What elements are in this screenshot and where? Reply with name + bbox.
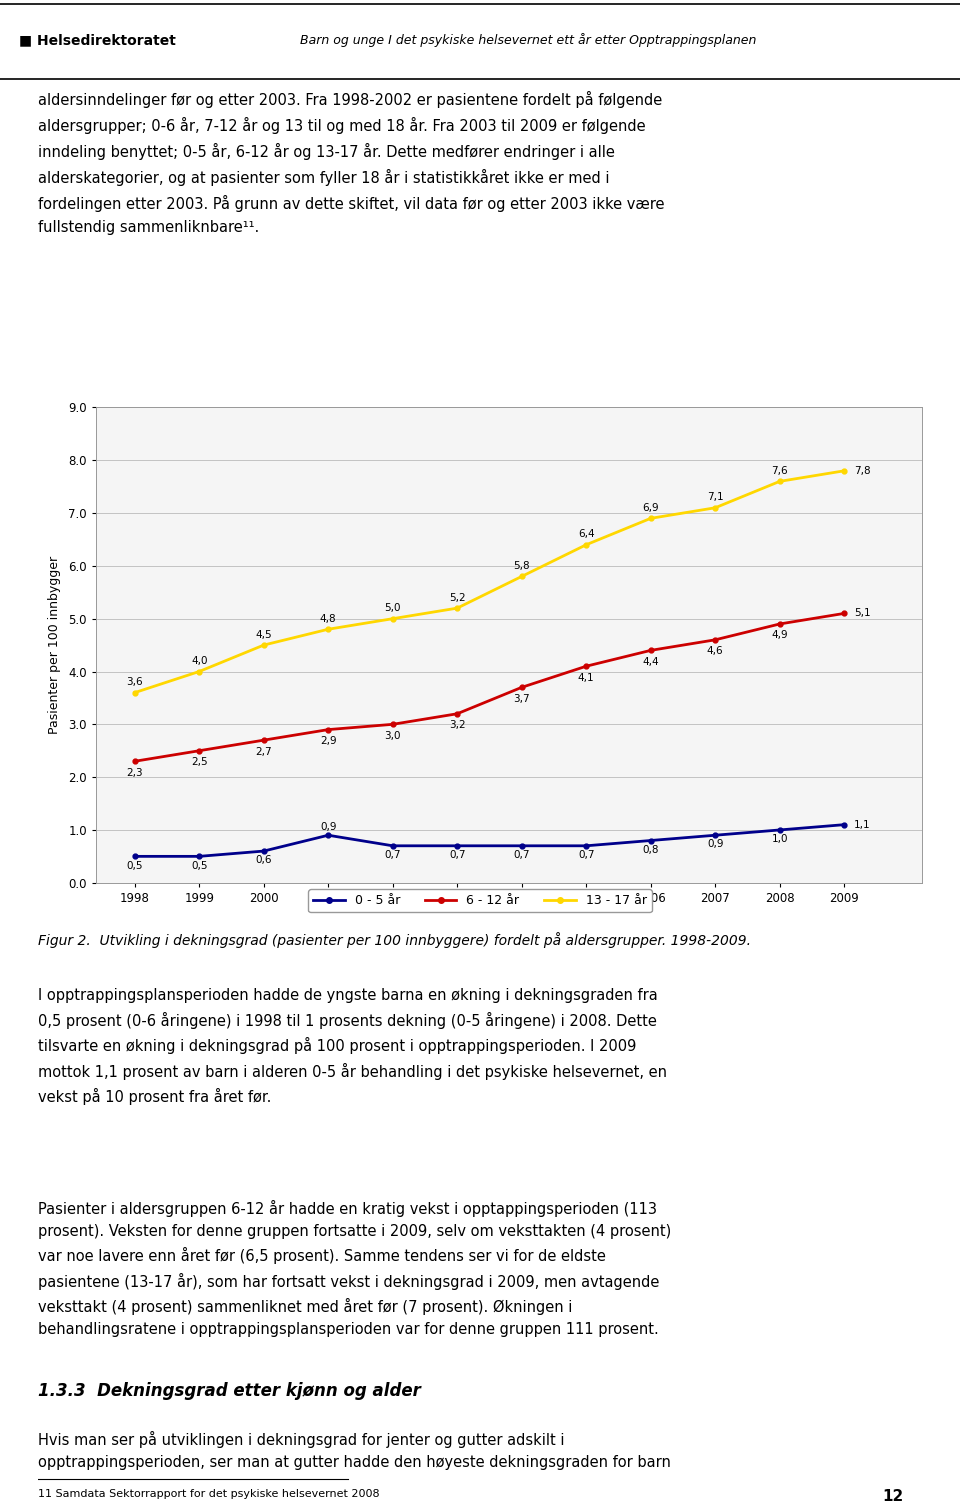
Text: 7,8: 7,8 xyxy=(853,466,871,475)
Text: 2,5: 2,5 xyxy=(191,758,207,767)
Legend: 0 - 5 år, 6 - 12 år, 13 - 17 år: 0 - 5 år, 6 - 12 år, 13 - 17 år xyxy=(308,889,652,913)
Text: 2,3: 2,3 xyxy=(127,768,143,777)
Text: Figur 2.  Utvikling i dekningsgrad (pasienter per 100 innbyggere) fordelt på ald: Figur 2. Utvikling i dekningsgrad (pasie… xyxy=(38,933,752,948)
Text: 7,6: 7,6 xyxy=(772,466,788,477)
Text: 5,1: 5,1 xyxy=(853,608,871,619)
Text: 4,5: 4,5 xyxy=(255,629,272,640)
Text: 4,0: 4,0 xyxy=(191,656,207,667)
Text: I opptrappingsplansperioden hadde de yngste barna en økning i dekningsgraden fra: I opptrappingsplansperioden hadde de yng… xyxy=(38,988,667,1105)
Text: 0,5: 0,5 xyxy=(127,860,143,871)
Text: 1.3.3  Dekningsgrad etter kjønn og alder: 1.3.3 Dekningsgrad etter kjønn og alder xyxy=(38,1382,421,1400)
Text: 3,7: 3,7 xyxy=(514,694,530,703)
Text: 0,7: 0,7 xyxy=(449,850,466,860)
Text: 7,1: 7,1 xyxy=(707,492,724,502)
Text: 12: 12 xyxy=(882,1489,904,1504)
Text: 1,1: 1,1 xyxy=(853,819,871,830)
Text: 6,4: 6,4 xyxy=(578,530,594,539)
Text: 5,0: 5,0 xyxy=(384,604,401,613)
Text: 0,8: 0,8 xyxy=(642,845,659,854)
Text: 11 Samdata Sektorrapport for det psykiske helsevernet 2008: 11 Samdata Sektorrapport for det psykisk… xyxy=(38,1489,380,1500)
Text: 3,0: 3,0 xyxy=(384,730,401,741)
Text: 3,6: 3,6 xyxy=(127,678,143,688)
Text: Hvis man ser på utviklingen i dekningsgrad for jenter og gutter adskilt i
opptra: Hvis man ser på utviklingen i dekningsgr… xyxy=(38,1431,671,1470)
Y-axis label: Pasienter per 100 innbygger: Pasienter per 100 innbygger xyxy=(48,555,61,735)
Text: 0,7: 0,7 xyxy=(514,850,530,860)
Text: 1,0: 1,0 xyxy=(772,834,788,844)
Text: 4,1: 4,1 xyxy=(578,673,594,682)
Text: Barn og unge I det psykiske helsevernet ett år etter Opptrappingsplanen: Barn og unge I det psykiske helsevernet … xyxy=(300,33,756,47)
Text: 4,9: 4,9 xyxy=(772,631,788,640)
Text: 2,9: 2,9 xyxy=(320,736,337,745)
Text: aldersinndelinger før og etter 2003. Fra 1998-2002 er pasientene fordelt på følg: aldersinndelinger før og etter 2003. Fra… xyxy=(38,91,665,235)
Text: 0,9: 0,9 xyxy=(707,839,724,850)
Text: 0,5: 0,5 xyxy=(191,860,207,871)
Text: 0,7: 0,7 xyxy=(578,850,594,860)
Text: Pasienter i aldersgruppen 6-12 år hadde en kratig vekst i opptappingsperioden (1: Pasienter i aldersgruppen 6-12 år hadde … xyxy=(38,1200,672,1337)
Text: ■ Helsedirektoratet: ■ Helsedirektoratet xyxy=(19,33,176,47)
Text: 4,6: 4,6 xyxy=(707,646,724,656)
Text: 4,8: 4,8 xyxy=(320,614,337,625)
Text: 2,7: 2,7 xyxy=(255,747,272,756)
Text: 3,2: 3,2 xyxy=(449,720,466,730)
Text: 0,7: 0,7 xyxy=(384,850,401,860)
Text: 6,9: 6,9 xyxy=(642,502,659,513)
Text: 0,9: 0,9 xyxy=(320,822,336,831)
Text: 5,2: 5,2 xyxy=(449,593,466,604)
Text: 0,6: 0,6 xyxy=(255,856,272,865)
Text: 5,8: 5,8 xyxy=(514,561,530,572)
Text: 4,4: 4,4 xyxy=(642,656,659,667)
